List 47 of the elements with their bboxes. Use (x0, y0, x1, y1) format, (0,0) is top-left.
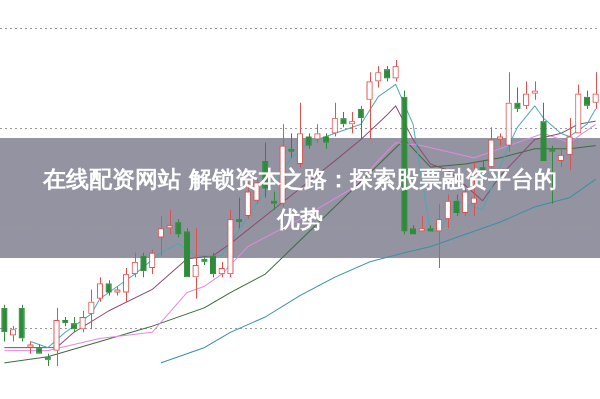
candlestick (96, 276, 104, 302)
candlestick (540, 102, 547, 161)
candlestick (1, 304, 8, 342)
candlestick (427, 224, 434, 232)
candlestick (175, 218, 182, 238)
candlestick (575, 84, 582, 134)
candlestick (558, 148, 564, 168)
candlestick (132, 252, 138, 278)
candlestick (288, 132, 294, 158)
candlestick (36, 344, 42, 354)
candlestick (114, 286, 120, 296)
candlestick (27, 340, 34, 354)
candlestick (192, 228, 199, 300)
candlestick (70, 316, 77, 333)
candlestick (566, 118, 573, 171)
candlestick (444, 194, 451, 229)
candlestick (453, 194, 460, 217)
candlestick (532, 80, 538, 100)
candlestick (349, 111, 356, 134)
candlestick (392, 59, 399, 82)
candlestick (201, 255, 208, 266)
candlestick (140, 252, 147, 278)
candlestick (236, 197, 242, 229)
candlestick (506, 72, 512, 152)
candlestick (496, 132, 504, 146)
candlestick (123, 268, 130, 302)
candlestick (270, 191, 277, 210)
candlestick (358, 105, 364, 140)
candlestick (44, 353, 51, 366)
candlestick (166, 209, 173, 235)
candlestick (523, 80, 530, 110)
candlestick (323, 132, 330, 150)
candlestick (149, 249, 156, 275)
candlestick (210, 252, 216, 278)
candlestick (18, 304, 25, 342)
candlestick (418, 216, 425, 232)
candlestick (296, 102, 304, 168)
candlestick (62, 316, 68, 327)
candlestick (366, 72, 373, 140)
candlestick (514, 87, 520, 112)
candlestick (88, 288, 94, 330)
candlestick (184, 228, 190, 278)
candlestick (53, 307, 60, 366)
candlestick (436, 203, 442, 269)
candlestick (332, 102, 338, 137)
candlestick (80, 310, 86, 333)
candlestick (227, 209, 234, 278)
